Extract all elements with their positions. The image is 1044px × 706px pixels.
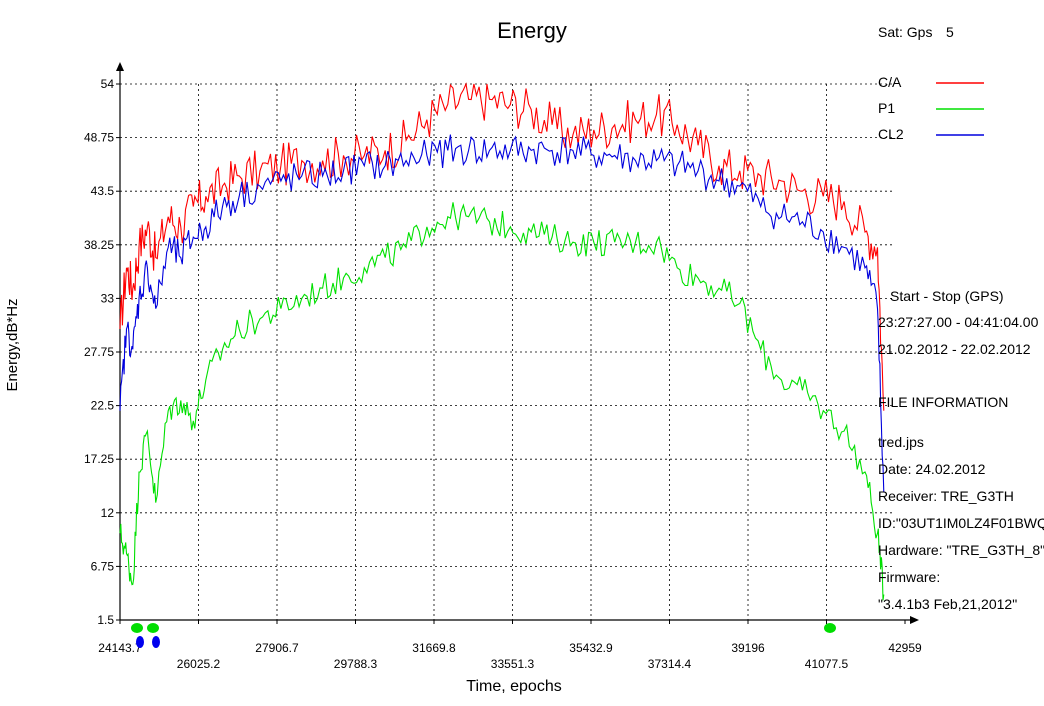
y-tick-label: 6.75 — [91, 559, 115, 573]
epoch-marker-blue — [136, 636, 144, 648]
y-tick-label: 54 — [101, 77, 115, 91]
x-tick-label: 33551.3 — [491, 657, 535, 671]
id-line: ID:"03UT1IM0LZ4F01BWQD — [878, 515, 1044, 531]
x-tick-label: 26025.2 — [177, 657, 221, 671]
file-date: Date: 24.02.2012 — [878, 461, 986, 477]
x-axis-arrow — [910, 616, 919, 624]
x-axis-label: Time, epochs — [466, 678, 561, 695]
interval-title: Start - Stop (GPS) — [890, 288, 1004, 304]
sat-label: Sat: Gps — [878, 24, 933, 40]
y-tick-label: 43.5 — [91, 184, 115, 198]
y-axis-label: Energy,dB*Hz — [4, 298, 21, 391]
firmware-label: Firmware: — [878, 569, 941, 585]
series-line-cl2 — [119, 134, 885, 493]
x-tick-label: 42959 — [888, 641, 922, 655]
receiver-line: Receiver: TRE_G3TH — [878, 488, 1014, 504]
y-tick-label: 22.5 — [91, 399, 115, 413]
x-tick-label: 27906.7 — [255, 641, 299, 655]
epoch-marker-green — [131, 623, 143, 633]
y-tick-label: 17.25 — [84, 452, 114, 466]
series-line-ca — [119, 82, 885, 411]
x-tick-label: 35432.9 — [569, 641, 613, 655]
time-range: 23:27:27.00 - 04:41:04.00 — [878, 314, 1039, 330]
legend-label: CL2 — [878, 126, 904, 142]
y-tick-label: 33 — [101, 291, 115, 305]
x-tick-label: 24143.7 — [98, 641, 142, 655]
epoch-marker-blue — [152, 636, 160, 648]
firmware-value: "3.4.1b3 Feb,21,2012" — [878, 596, 1018, 612]
y-tick-label: 48.75 — [84, 131, 114, 145]
y-axis-arrow — [116, 62, 124, 71]
x-tick-label: 41077.5 — [805, 657, 849, 671]
file-info-title: FILE INFORMATION — [878, 394, 1009, 410]
chart-title: Energy — [497, 18, 567, 43]
series-line-p1 — [119, 202, 885, 601]
y-tick-label: 1.5 — [97, 613, 114, 627]
sat-number: 5 — [946, 24, 954, 40]
x-tick-label: 37314.4 — [648, 657, 692, 671]
legend-label: C/A — [878, 74, 902, 90]
epoch-marker-green — [824, 623, 836, 633]
y-tick-label: 38.25 — [84, 238, 114, 252]
y-tick-label: 27.75 — [84, 345, 114, 359]
hardware-line: Hardware: "TRE_G3TH_8" — [878, 542, 1044, 558]
x-tick-label: 39196 — [731, 641, 765, 655]
epoch-marker-green — [147, 623, 159, 633]
date-range: 21.02.2012 - 22.02.2012 — [878, 341, 1031, 357]
x-tick-label: 29788.3 — [334, 657, 378, 671]
legend-label: P1 — [878, 100, 895, 116]
y-tick-label: 12 — [101, 506, 115, 520]
file-name: tred.jps — [878, 434, 924, 450]
x-tick-label: 31669.8 — [412, 641, 456, 655]
